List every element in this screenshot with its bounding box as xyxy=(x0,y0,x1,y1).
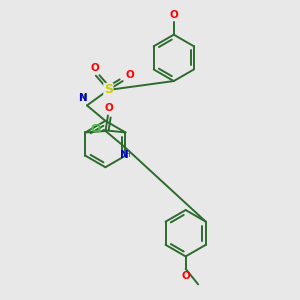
Text: O: O xyxy=(181,271,190,281)
Text: Cl: Cl xyxy=(90,124,101,134)
Text: O: O xyxy=(125,70,134,80)
Text: O: O xyxy=(90,63,99,73)
Text: N: N xyxy=(80,93,88,103)
Text: H: H xyxy=(123,150,130,159)
Text: N: N xyxy=(119,150,128,160)
Text: H: H xyxy=(78,94,85,103)
Text: O: O xyxy=(104,103,113,112)
Text: S: S xyxy=(104,83,113,97)
Text: O: O xyxy=(169,10,178,20)
